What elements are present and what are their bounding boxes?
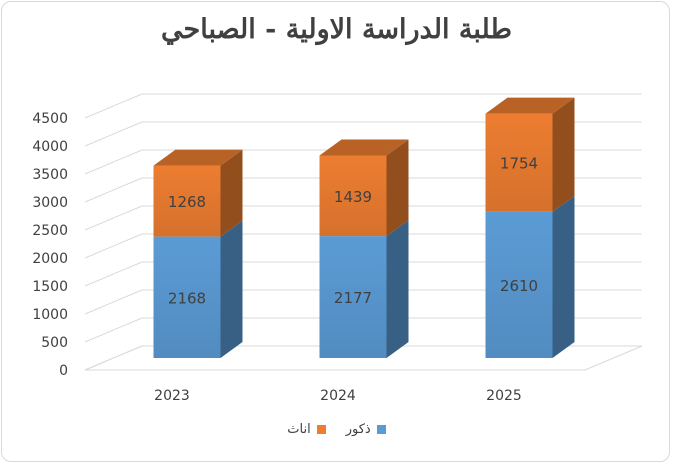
bar-top-2023 <box>153 149 243 166</box>
bar-2-2024 <box>319 155 387 237</box>
x-tick-label-2025: 2025 <box>486 388 522 404</box>
legend-swatch-series-1 <box>376 425 386 434</box>
bar-side-1-2023 <box>220 220 243 358</box>
gridline-side-7 <box>84 149 143 175</box>
bar-1-2023 <box>153 236 221 358</box>
y-tick-label-4: 2000 <box>32 251 68 267</box>
legend-item-series-2: اناث <box>287 422 326 437</box>
bar-2-2023 <box>153 165 221 237</box>
legend-swatch-series-2 <box>316 425 326 434</box>
x-tick-label-2023: 2023 <box>154 388 190 404</box>
data-label-2-2024: 1439 <box>334 188 372 206</box>
y-tick-label-1: 500 <box>41 335 68 351</box>
y-tick-label-0: 0 <box>59 363 68 379</box>
bar-1-2025 <box>485 211 553 358</box>
y-tick-label-3: 1500 <box>32 279 68 295</box>
y-tick-label-7: 3500 <box>32 167 68 183</box>
gridline-side-2 <box>84 289 143 315</box>
bar-side-2-2023 <box>220 149 243 237</box>
x-tick-label-2024: 2024 <box>320 388 356 404</box>
data-label-2-2025: 1754 <box>500 155 538 173</box>
bar-top-2025 <box>485 97 575 114</box>
gridline-side-5 <box>84 205 143 231</box>
y-tick-label-5: 2500 <box>32 223 68 239</box>
bar-1-2024 <box>319 236 387 358</box>
gridline-side-3 <box>84 261 143 287</box>
data-label-1-2024: 2177 <box>334 289 372 307</box>
y-tick-label-8: 4000 <box>32 139 68 155</box>
bar-side-2-2024 <box>386 139 409 237</box>
bar-top-2024 <box>319 139 409 156</box>
chart-floor <box>84 345 643 371</box>
bar-side-1-2024 <box>386 220 409 358</box>
gridline-side-6 <box>84 177 143 203</box>
data-label-1-2023: 2168 <box>168 289 206 307</box>
y-tick-label-6: 3000 <box>32 195 68 211</box>
bar-side-1-2025 <box>552 195 575 358</box>
gridline-side-9 <box>84 93 143 119</box>
gridline-side-4 <box>84 233 143 259</box>
legend-label-series-2: اناث <box>287 422 311 437</box>
y-tick-label-2: 1000 <box>32 307 68 323</box>
y-tick-label-9: 4500 <box>32 111 68 127</box>
gridline-side-1 <box>84 317 143 343</box>
bar-side-2-2025 <box>552 97 575 212</box>
data-label-2-2023: 1268 <box>168 193 206 211</box>
gridline-side-8 <box>84 121 143 147</box>
chart-legend: اناث ذكور <box>0 422 673 437</box>
bar-2-2025 <box>485 113 553 212</box>
data-label-1-2025: 2610 <box>500 277 538 295</box>
legend-label-series-1: ذكور <box>345 422 371 437</box>
chart-title: طلبة الدراسة الاولية - الصباحي <box>161 14 512 45</box>
legend-item-series-1: ذكور <box>346 422 386 437</box>
